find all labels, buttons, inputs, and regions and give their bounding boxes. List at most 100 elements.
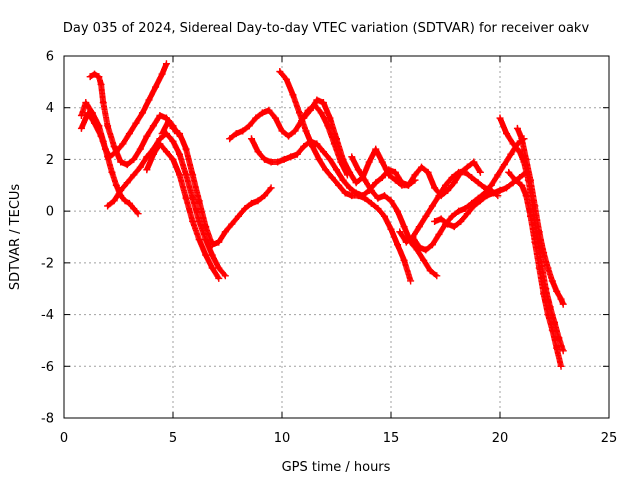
- data-point: [455, 168, 463, 176]
- x-tick-label: 15: [383, 431, 400, 446]
- data-point: [132, 119, 140, 127]
- data-point: [202, 223, 210, 231]
- data-point: [162, 60, 170, 68]
- data-point: [500, 161, 508, 169]
- data-point: [450, 223, 458, 231]
- data-point: [88, 109, 96, 117]
- data-point: [507, 150, 515, 158]
- y-tick-label: -8: [41, 412, 54, 427]
- data-point: [152, 83, 160, 91]
- data-point: [463, 163, 471, 171]
- data-point: [280, 155, 288, 163]
- data-point: [77, 111, 85, 119]
- data-point: [522, 192, 530, 200]
- data-point: [461, 168, 469, 176]
- y-tick-label: 2: [46, 153, 54, 168]
- data-point: [313, 96, 321, 104]
- data-point: [531, 238, 539, 246]
- data-point: [267, 158, 275, 166]
- data-point: [374, 194, 382, 202]
- data-point: [559, 347, 567, 355]
- data-point: [254, 197, 262, 205]
- data-point: [176, 130, 184, 138]
- data-point: [117, 186, 125, 194]
- series-track-11: [348, 153, 441, 280]
- data-point: [540, 249, 548, 257]
- data-point: [271, 114, 279, 122]
- data-point: [339, 176, 347, 184]
- data-point: [557, 362, 565, 370]
- data-point: [535, 228, 543, 236]
- data-point: [339, 155, 347, 163]
- data-point: [136, 145, 144, 153]
- data-point: [134, 210, 142, 218]
- data-point: [559, 300, 567, 308]
- data-point: [418, 163, 426, 171]
- data-point: [431, 217, 439, 225]
- data-point: [428, 241, 436, 249]
- data-point: [518, 181, 526, 189]
- data-point: [463, 210, 471, 218]
- data-point: [378, 174, 386, 182]
- series-track-7: [226, 101, 351, 179]
- data-point: [341, 189, 349, 197]
- data-point: [319, 148, 327, 156]
- data-point: [130, 171, 138, 179]
- data-point: [136, 163, 144, 171]
- data-point: [361, 176, 369, 184]
- data-point: [169, 137, 177, 145]
- data-point: [326, 114, 334, 122]
- data-point: [468, 174, 476, 182]
- x-tick-label: 20: [492, 431, 509, 446]
- data-point: [474, 179, 482, 187]
- axis-ticks: -8 -6 -4 -2 0 2 4 6 0 5 10 15 20 25: [41, 50, 617, 447]
- data-point: [313, 140, 321, 148]
- data-point: [252, 114, 260, 122]
- data-point: [274, 158, 282, 166]
- data-point: [527, 176, 535, 184]
- data-point: [431, 184, 439, 192]
- data-point: [239, 127, 247, 135]
- data-point: [123, 179, 131, 187]
- data-point: [189, 194, 197, 202]
- data-point: [415, 223, 423, 231]
- data-point: [86, 73, 94, 81]
- data-point: [335, 181, 343, 189]
- data-point: [544, 264, 552, 272]
- data-point: [110, 143, 118, 150]
- y-tick-label: 6: [46, 50, 54, 65]
- data-point: [104, 202, 112, 210]
- data-point: [553, 344, 561, 352]
- data-point: [365, 158, 373, 166]
- data-point: [287, 153, 295, 161]
- data-point: [489, 189, 497, 197]
- series-trace: [159, 117, 274, 248]
- data-point: [117, 158, 125, 166]
- y-axis-label: SDTVAR / TECUs: [8, 184, 23, 291]
- data-point: [527, 212, 535, 220]
- data-point: [496, 114, 504, 122]
- data-point: [346, 168, 354, 176]
- data-point: [182, 171, 190, 179]
- data-point: [176, 150, 184, 158]
- data-point: [278, 127, 286, 135]
- data-point: [95, 122, 103, 130]
- data-point: [215, 238, 223, 246]
- data-point: [348, 192, 356, 200]
- x-tick-label: 25: [601, 431, 618, 446]
- data-point: [380, 212, 388, 220]
- data-point: [110, 197, 118, 205]
- data-point: [232, 130, 240, 138]
- data-point: [435, 230, 443, 238]
- data-point: [315, 155, 323, 163]
- data-point: [234, 212, 242, 220]
- data-point: [77, 124, 85, 132]
- data-point: [158, 70, 166, 78]
- data-point: [404, 181, 412, 189]
- data-point: [221, 228, 229, 236]
- data-point: [215, 264, 223, 272]
- data-point: [95, 73, 103, 81]
- data-point: [400, 256, 408, 264]
- data-point: [333, 135, 340, 143]
- data-point: [261, 192, 269, 200]
